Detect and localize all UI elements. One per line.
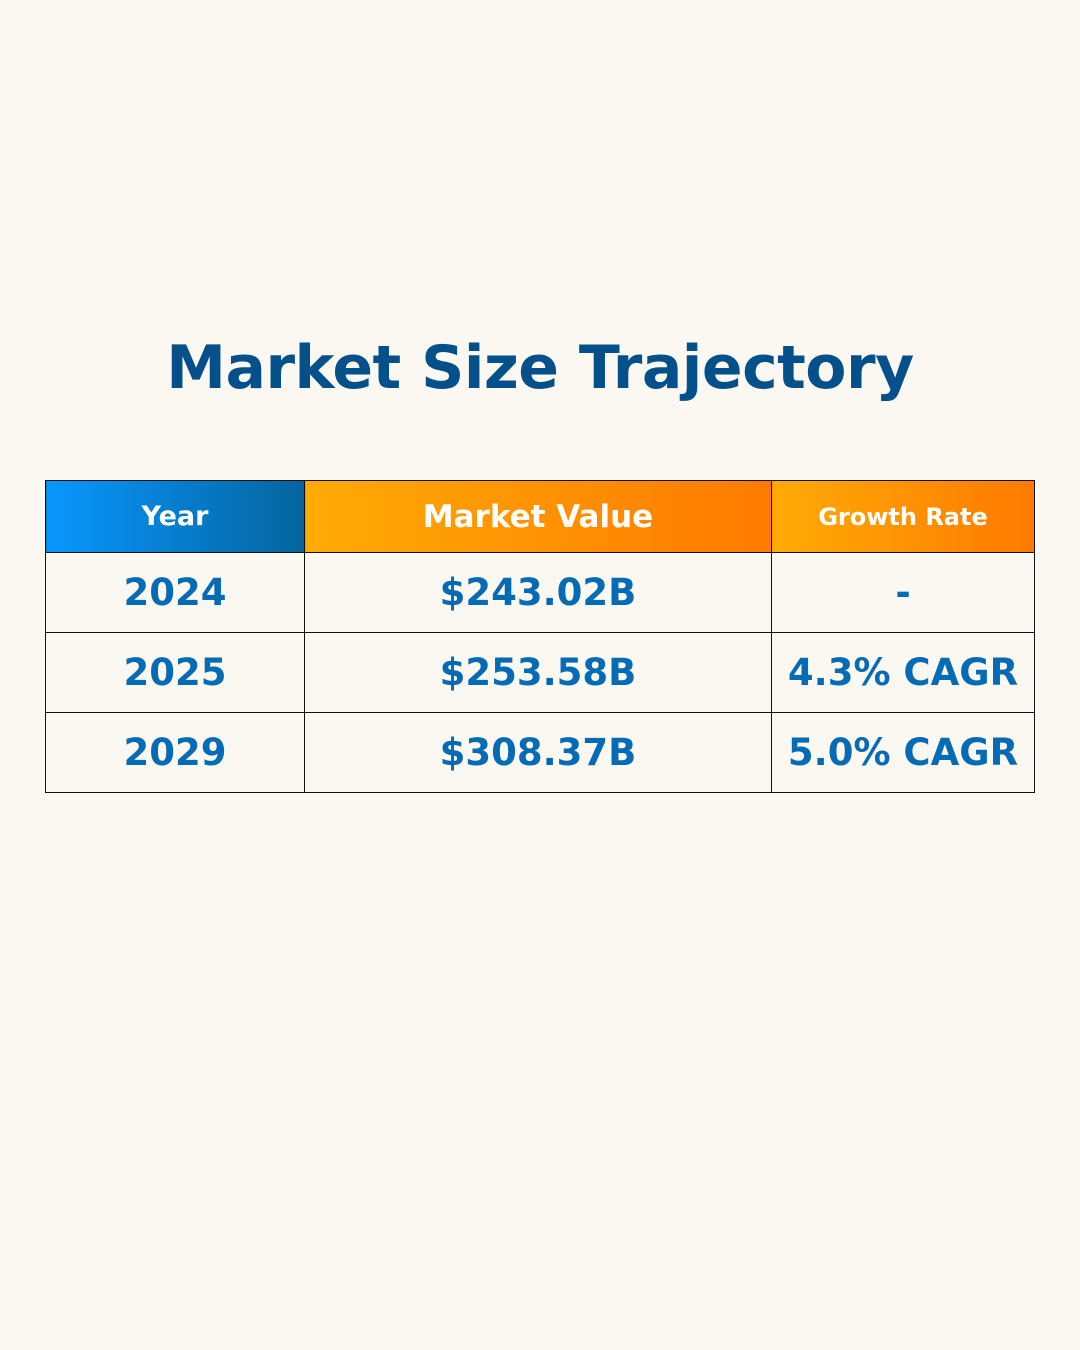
cell-market-value: $253.58B <box>304 632 772 713</box>
cell-year: 2024 <box>45 552 305 633</box>
table-row: 2024 $243.02B - <box>45 552 1035 633</box>
cell-market-value: $308.37B <box>304 712 772 793</box>
table-row: 2029 $308.37B 5.0% CAGR <box>45 712 1035 793</box>
cell-growth-rate: 5.0% CAGR <box>771 712 1035 793</box>
header-market-value: Market Value <box>304 480 772 553</box>
cell-growth-rate: 4.3% CAGR <box>771 632 1035 713</box>
header-growth-rate: Growth Rate <box>771 480 1035 553</box>
market-size-table: Year Market Value Growth Rate 2024 $243.… <box>45 480 1035 793</box>
cell-market-value: $243.02B <box>304 552 772 633</box>
cell-year: 2025 <box>45 632 305 713</box>
cell-growth-rate: - <box>771 552 1035 633</box>
table-header-row: Year Market Value Growth Rate <box>45 480 1035 553</box>
header-year: Year <box>45 480 305 553</box>
cell-year: 2029 <box>45 712 305 793</box>
table-row: 2025 $253.58B 4.3% CAGR <box>45 632 1035 713</box>
page-title: Market Size Trajectory <box>166 333 914 403</box>
